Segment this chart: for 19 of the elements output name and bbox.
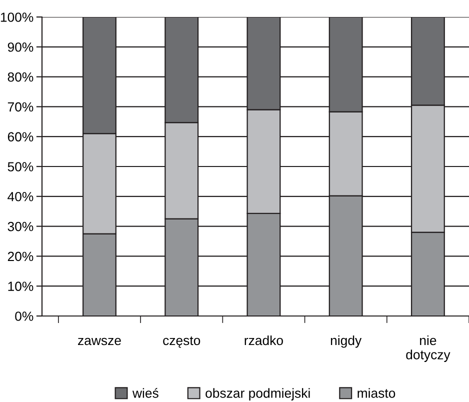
x-tick-label: często [163, 336, 200, 348]
x-tick-label: rzadko [244, 335, 283, 346]
y-tick-label: 20% [8, 252, 34, 262]
y-tick-label: 40% [8, 192, 34, 202]
legend-label: wieś [132, 388, 158, 398]
y-tick-label: 30% [8, 222, 34, 232]
y-tick-label: 60% [8, 132, 34, 142]
legend-label: miasto [358, 388, 396, 398]
y-tick-label: 70% [8, 102, 34, 112]
y-tick-label: 100% [0, 12, 34, 22]
y-tick-label: 90% [8, 42, 34, 52]
y-tick-label: 50% [8, 162, 34, 172]
x-tick-label: nie dotyczy [406, 335, 450, 362]
legend-label: obszar podmiejski [206, 388, 310, 400]
x-tick-label: zawsze [78, 338, 121, 346]
y-tick-label: 10% [8, 282, 34, 292]
x-tick-label: nigdy [330, 335, 362, 348]
y-tick-label: 80% [8, 72, 34, 82]
y-tick-label: 0% [15, 312, 34, 321]
